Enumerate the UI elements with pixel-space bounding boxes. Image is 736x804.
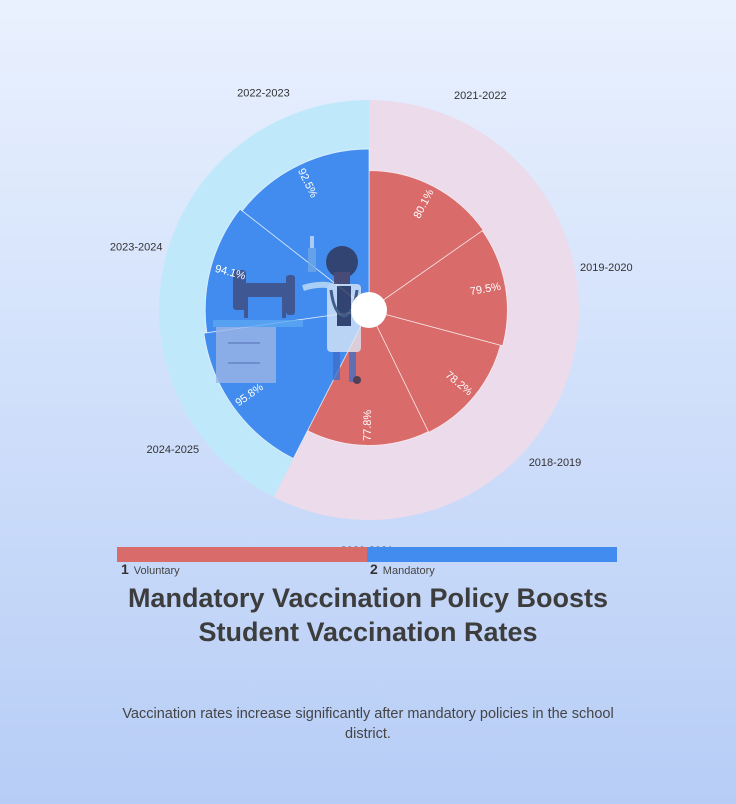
rose-chart: 78.2%79.5%77.8%80.1%92.5%94.1%95.8% 2018… xyxy=(110,87,633,557)
value-label: 77.8% xyxy=(362,410,374,442)
legend-item-voluntary: 1 Voluntary xyxy=(121,561,180,577)
legend-bar-voluntary xyxy=(117,547,367,562)
legend-item-mandatory: 2 Mandatory xyxy=(370,561,435,577)
wedge-2021-2022 xyxy=(368,170,484,311)
category-labels: 2018-20192019-20202020-20212021-20222022… xyxy=(110,87,633,557)
legend-label: Mandatory xyxy=(382,565,435,577)
chart-title: Mandatory Vaccination Policy Boosts Stud… xyxy=(127,583,609,647)
legend-number: 1 xyxy=(121,561,129,577)
wedge-2020-2021 xyxy=(307,309,429,446)
wedge-2018-2019 xyxy=(368,309,501,433)
category-label: 2018-2019 xyxy=(529,457,582,469)
legend-label: Voluntary xyxy=(133,565,180,577)
chart-subtitle: Vaccination rates increase significantly… xyxy=(122,706,614,742)
legend-bar-mandatory xyxy=(367,547,617,562)
category-label: 2021-2022 xyxy=(454,90,507,102)
category-label: 2023-2024 xyxy=(110,242,163,254)
wedge-2019-2020 xyxy=(368,230,508,347)
value-label: 79.5% xyxy=(469,281,502,298)
center-circle xyxy=(351,292,387,328)
legend-number: 2 xyxy=(370,561,378,577)
category-label: 2022-2023 xyxy=(237,87,290,99)
category-label: 2019-2020 xyxy=(580,262,633,274)
category-label: 2024-2025 xyxy=(146,444,199,456)
doctor-with-syringe-and-desk-icon xyxy=(213,236,361,384)
legend: 1 Voluntary 2 Mandatory xyxy=(117,547,617,577)
